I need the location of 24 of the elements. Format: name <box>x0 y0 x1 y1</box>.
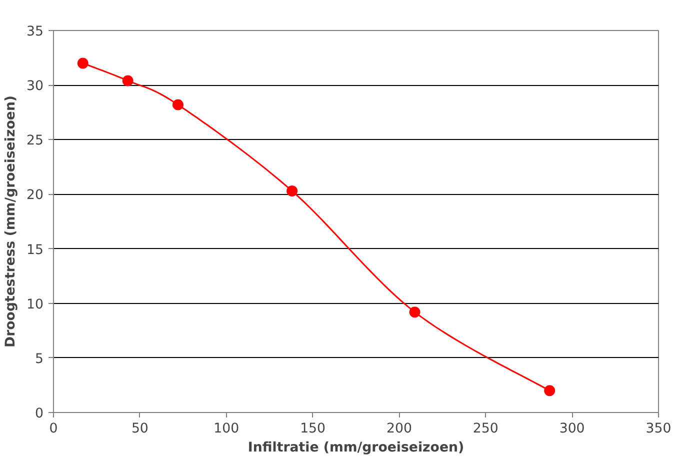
y-tick-label: 5 <box>35 352 44 367</box>
y-tick-label: 35 <box>26 24 44 40</box>
x-tick-label: 300 <box>559 422 585 436</box>
y-tick-label: 30 <box>26 79 44 94</box>
y-tick-label: 15 <box>26 242 44 258</box>
y-tick-label: 0 <box>35 406 44 422</box>
y-tick-label: 20 <box>26 188 44 204</box>
point <box>409 306 420 318</box>
point <box>122 75 134 86</box>
x-axis-title: Infiltratie (mm/groeiseizoen) <box>248 440 464 456</box>
point <box>77 58 88 69</box>
x-tick-label: 150 <box>300 422 326 436</box>
point <box>172 99 184 110</box>
y-tick-label: 10 <box>26 297 44 312</box>
x-tick-label: 50 <box>131 422 148 436</box>
point <box>286 185 298 196</box>
x-tick-label: 200 <box>386 422 412 436</box>
y-axis-title: Droogtestress (mm/groeiseizoen) <box>4 95 19 348</box>
x-tick-label: 100 <box>214 422 240 436</box>
x-tick-label: 350 <box>646 422 672 436</box>
y-tick-label: 25 <box>26 134 44 149</box>
x-tick-label: 250 <box>472 422 498 436</box>
point <box>544 385 556 396</box>
x-tick-label: 0 <box>49 422 58 436</box>
